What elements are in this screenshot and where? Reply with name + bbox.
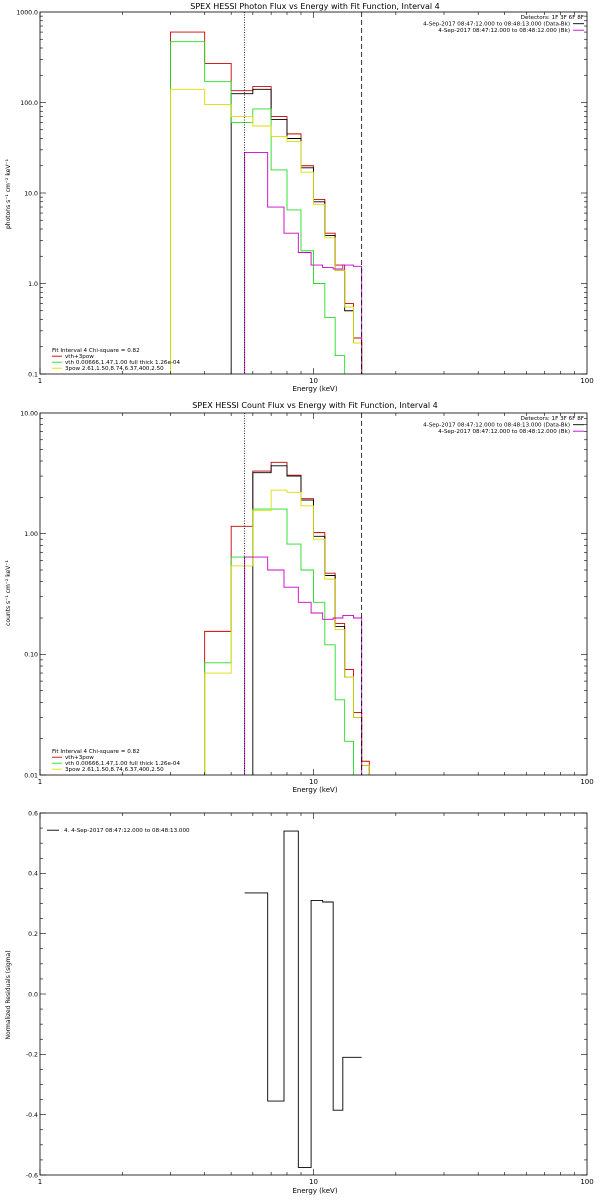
count-flux-panel: SPEX HESSI Count Flux vs Energy with Fit… <box>5 401 594 794</box>
residuals-y-tick-label: 0.0 <box>28 991 38 998</box>
count-series-thermal <box>204 508 354 775</box>
residuals-x-axis-label: Energy (keV) <box>292 1187 337 1195</box>
photon-legend-fit-title: Fit Interval 4 Chi-square = 0.82 <box>52 348 140 354</box>
count-x-tick-label: 1 <box>38 778 42 786</box>
photon-x-tick-label: 100 <box>580 377 593 385</box>
residuals-x-tick-label: 10 <box>309 1178 318 1186</box>
photon-x-tick-label: 1 <box>38 377 42 385</box>
photon-series-background <box>244 152 363 374</box>
photon-y-tick-label: 1000.0 <box>16 9 38 16</box>
count-legend-fit-title: Fit Interval 4 Chi-square = 0.82 <box>52 749 140 755</box>
count-series-background <box>244 556 363 775</box>
residuals-y-tick-label: 0.2 <box>28 931 38 938</box>
count-chart-title: SPEX HESSI Count Flux vs Energy with Fit… <box>192 401 437 410</box>
photon-series-data <box>230 88 363 374</box>
residuals-y-tick-label: -0.2 <box>26 1052 38 1059</box>
count-legend-bl-label: 3pow 2.61,1.50,8.74,6.37,400,2.50 <box>65 767 164 773</box>
photon-y-tick-label: 100.0 <box>20 100 38 107</box>
count-legend-bl-label: vth 0.00666,1.47,1.00 full thick 1.26e-0… <box>65 761 180 767</box>
count-series-powerlaw <box>204 489 370 775</box>
count-y-tick-label: 0.10 <box>24 652 38 659</box>
count-legend-bl-label: vth+3pow <box>65 755 94 761</box>
photon-y-tick-label: 0.1 <box>28 371 38 378</box>
residuals-series-residual <box>244 830 362 1168</box>
photon-series-thermal <box>170 41 346 374</box>
photon-series-total <box>170 31 363 374</box>
residuals-x-tick-label: 100 <box>580 1178 593 1186</box>
photon-y-tick-label: 1.0 <box>28 281 38 288</box>
photon-legend-detectors: Detectors: 1F 3F 6F 8F <box>521 15 584 21</box>
photon-legend-bl-label: vth+3pow <box>65 354 94 360</box>
residuals-y-tick-label: 0.6 <box>28 810 38 817</box>
photon-y-axis-label: photons s⁻¹ cm⁻² keV⁻¹ <box>5 158 12 229</box>
residuals-axes-frame <box>39 812 588 1176</box>
count-series-data <box>252 465 370 775</box>
count-x-tick-label: 10 <box>309 778 318 786</box>
count-y-tick-label: 0.01 <box>24 772 38 779</box>
residuals-y-tick-label: -0.4 <box>26 1112 38 1119</box>
count-x-tick-label: 100 <box>580 778 593 786</box>
residuals-y-tick-label: 0.4 <box>28 871 38 878</box>
photon-y-tick-label: 10.0 <box>24 190 38 197</box>
residuals-panel: Energy (keV) Normalized Residuals (sigma… <box>5 810 594 1195</box>
photon-chart-title: SPEX HESSI Photon Flux vs Energy with Fi… <box>190 2 440 11</box>
count-legend-tr-label: 4-Sep-2017 08:47:12.000 to 08:48:12.000 … <box>438 429 570 435</box>
residuals-y-axis-label: Normalized Residuals (sigma) <box>5 950 12 1039</box>
residuals-y-tick-label: -0.6 <box>26 1172 38 1179</box>
photon-x-tick-label: 10 <box>309 377 318 385</box>
photon-flux-panel: SPEX HESSI Photon Flux vs Energy with Fi… <box>5 2 594 393</box>
photon-legend-tr-label: 4-Sep-2017 08:47:12.000 to 08:48:12.000 … <box>438 28 570 34</box>
count-legend-tr-label: 4-Sep-2017 08:47:12.000 to 08:48:13.000 … <box>423 423 570 429</box>
photon-legend-bl-label: vth 0.00666,1.47,1.00 full thick 1.26e-0… <box>65 360 180 366</box>
count-y-tick-label: 10.00 <box>20 410 38 417</box>
photon-legend-bl-label: 3pow 2.61,1.50,8.74,6.37,400,2.50 <box>65 366 164 372</box>
photon-series-powerlaw <box>170 88 363 374</box>
count-y-axis-label: counts s⁻¹ cm⁻² keV⁻¹ <box>5 560 12 626</box>
photon-x-axis-label: Energy (keV) <box>292 385 337 393</box>
residuals-x-tick-label: 1 <box>38 1178 42 1186</box>
count-y-tick-label: 1.00 <box>24 531 38 538</box>
photon-legend-tr-label: 4-Sep-2017 08:47:12.000 to 08:48:13.000 … <box>423 22 570 28</box>
count-x-axis-label: Energy (keV) <box>292 786 337 794</box>
count-series-total <box>204 461 370 775</box>
residuals-legend-tl-label: 4. 4-Sep-2017 08:47:12.000 to 08:48:13.0… <box>64 828 190 834</box>
count-legend-detectors: Detectors: 1F 3F 6F 8F <box>521 416 584 422</box>
